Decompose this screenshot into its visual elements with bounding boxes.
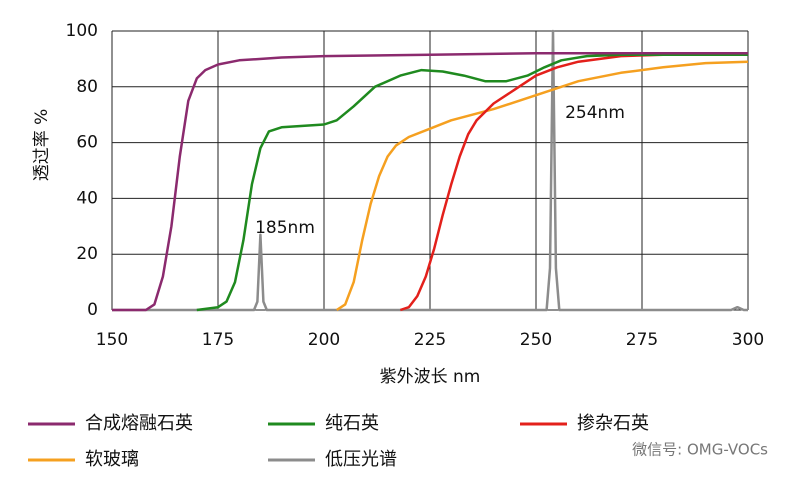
legend-label: 掺杂石英	[577, 413, 649, 434]
annotation: 185nm	[255, 218, 315, 238]
x-tick-label: 275	[626, 330, 658, 350]
legend-label: 软玻璃	[85, 449, 139, 470]
legend-label: 纯石英	[325, 413, 379, 434]
legend-label: 合成熔融石英	[85, 413, 193, 434]
series-line	[112, 52, 748, 312]
y-tick-label: 60	[76, 133, 98, 153]
y-axis-label: 透过率 %	[32, 109, 52, 182]
y-tick-label: 40	[76, 188, 98, 208]
y-tick-label: 0	[87, 300, 98, 320]
x-tick-label: 150	[96, 330, 128, 350]
x-axis-label: 紫外波长 nm	[380, 367, 481, 387]
series-line	[399, 52, 749, 312]
watermark: 微信号: OMG-VOCs	[632, 441, 768, 459]
x-tick-label: 200	[308, 330, 340, 350]
x-tick-label: 300	[732, 330, 764, 350]
y-tick-label: 80	[76, 77, 98, 97]
series-line	[112, 29, 748, 312]
x-tick-label: 225	[414, 330, 446, 350]
legend-label: 低压光谱	[325, 449, 397, 470]
x-tick-label: 250	[520, 330, 552, 350]
x-tick-label: 175	[202, 330, 234, 350]
y-tick-label: 100	[66, 21, 98, 41]
annotation: 254nm	[565, 103, 625, 123]
y-tick-label: 20	[76, 244, 98, 264]
series-line	[336, 60, 749, 312]
series-line	[196, 53, 748, 312]
